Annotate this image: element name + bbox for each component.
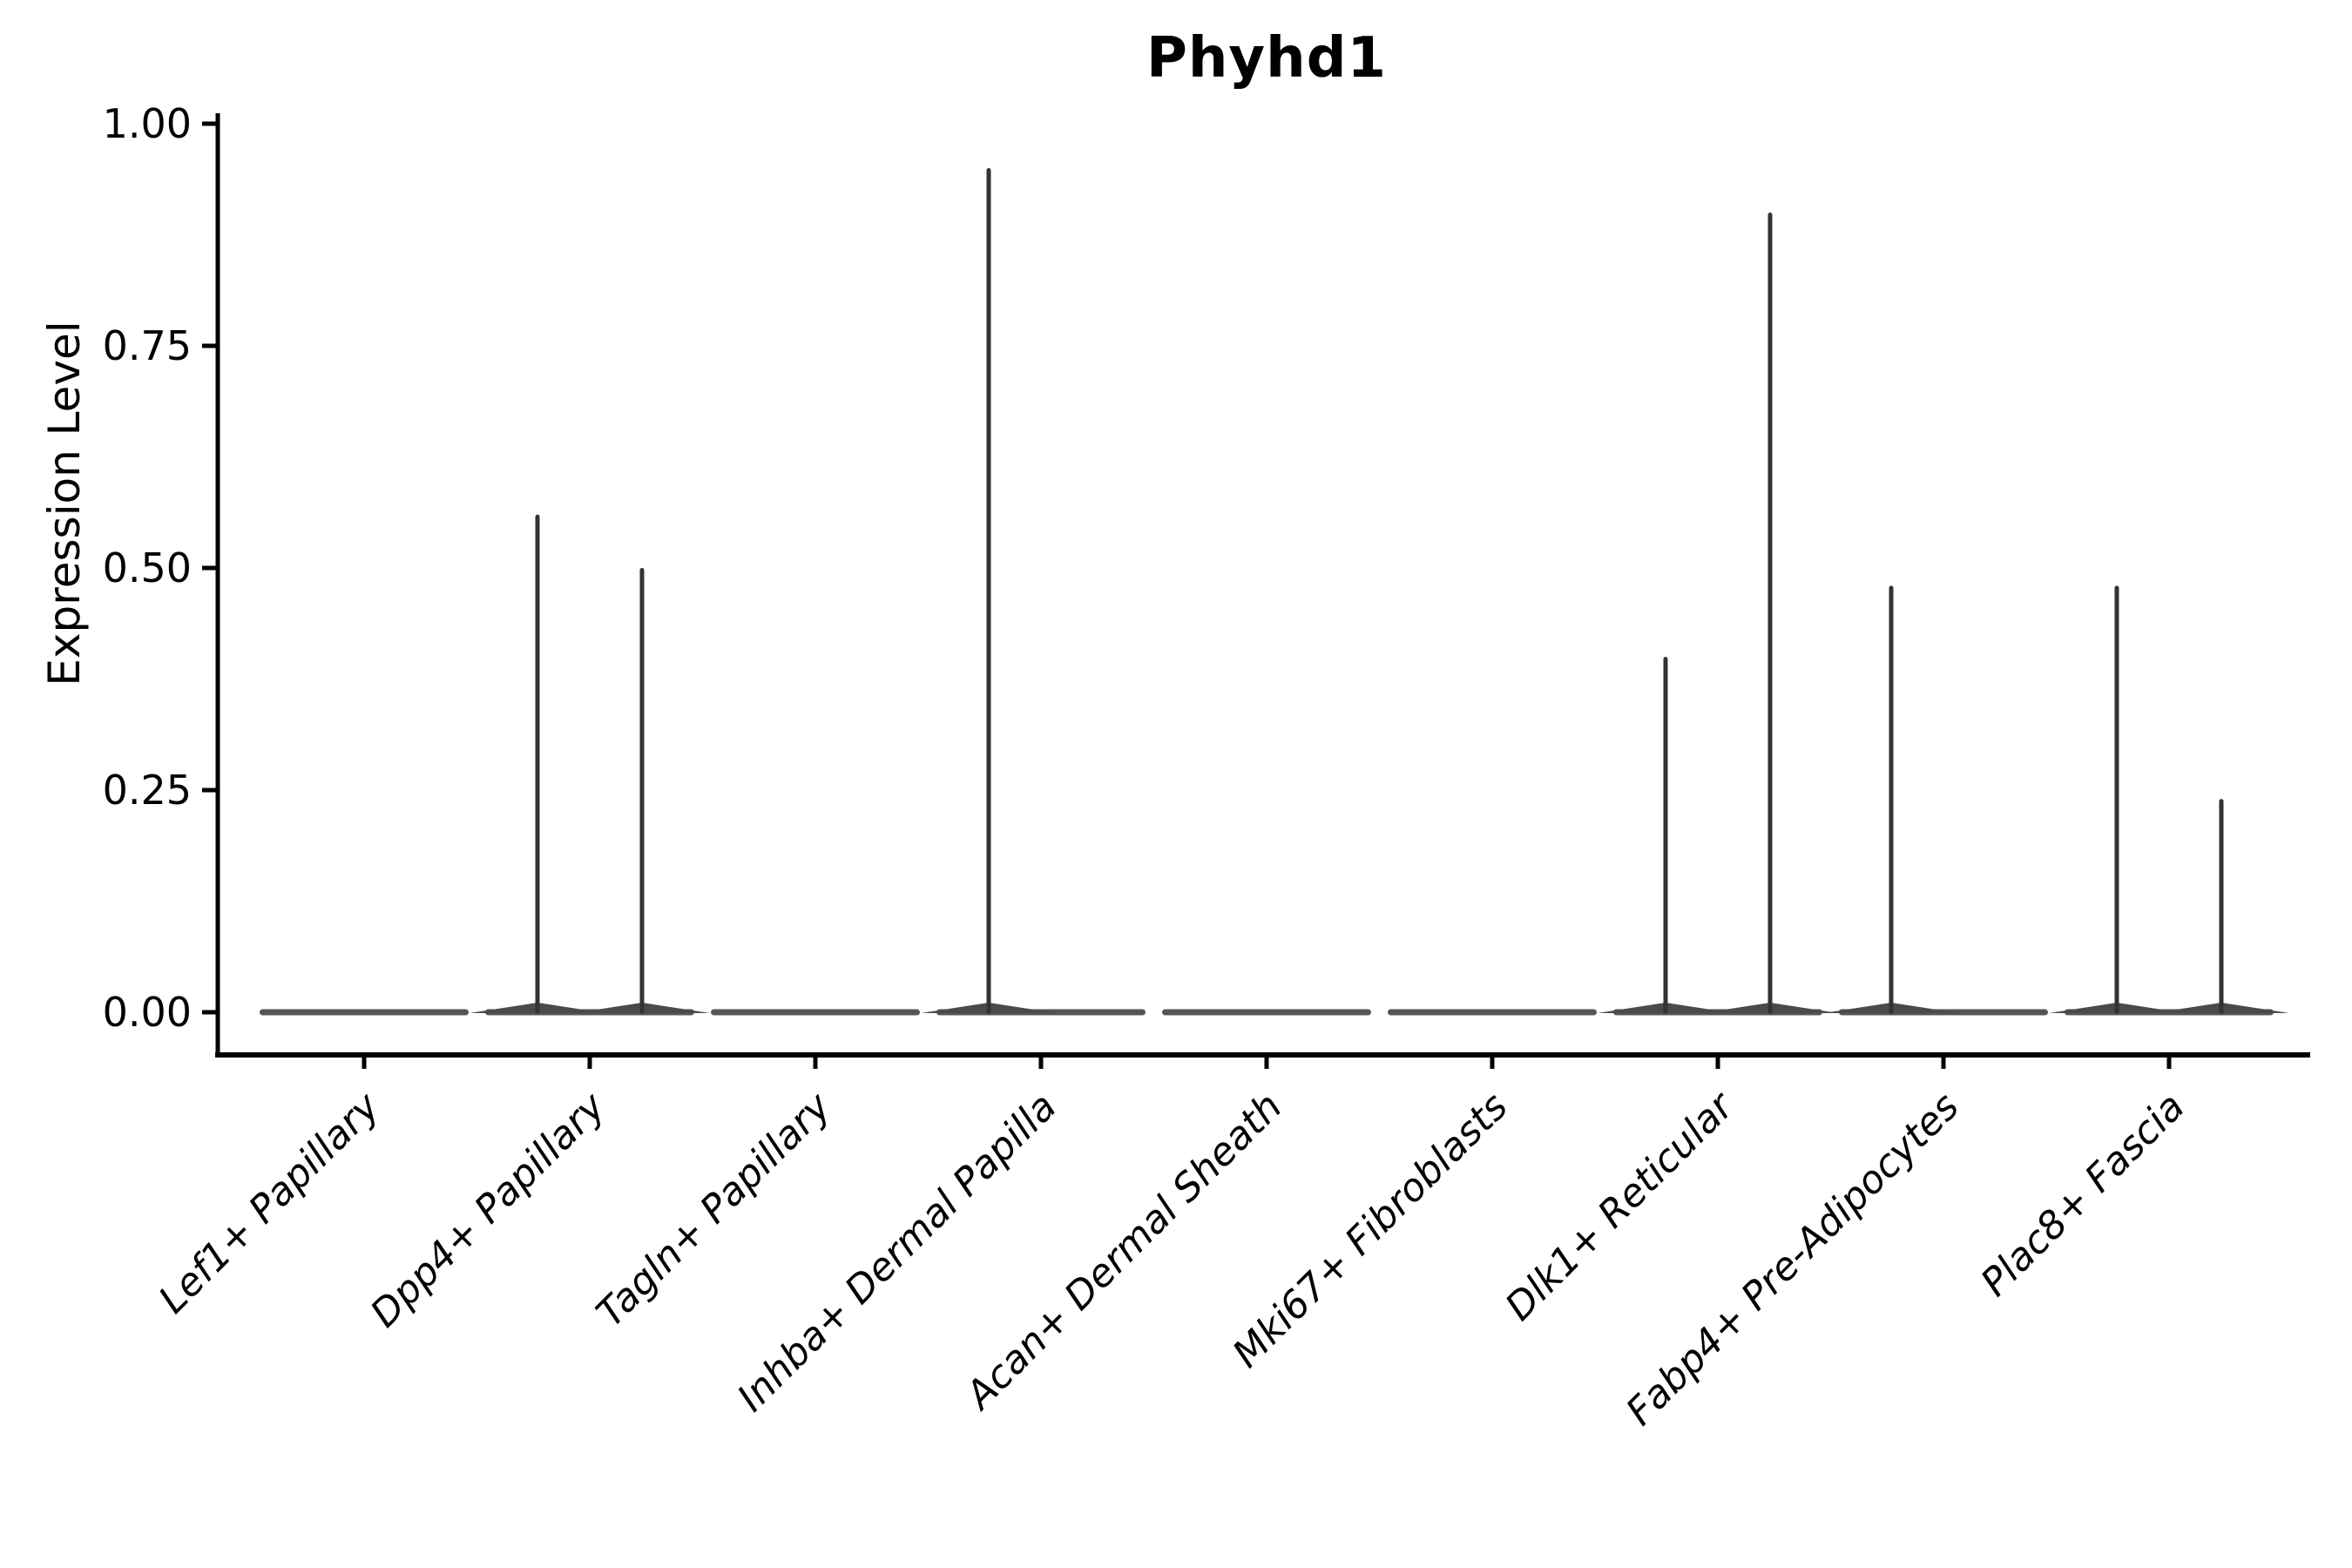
violin-spike [535, 514, 540, 1014]
violin-body [711, 1009, 920, 1016]
violin-body [260, 1009, 469, 1016]
violin-group [1598, 213, 1838, 1016]
y-tick-label: 1.00 [103, 100, 192, 147]
y-axis: 0.00 0.25 0.50 0.75 1.00 [103, 100, 220, 1058]
violin-group [260, 1009, 469, 1016]
violin-group [470, 514, 710, 1016]
y-tick-label: 0.75 [103, 322, 192, 369]
violin-group [711, 1009, 920, 1016]
violin-group [2049, 585, 2289, 1016]
x-tick-label: Dpp4+ Papillary [362, 1084, 615, 1336]
violin-body [1388, 1009, 1597, 1016]
y-tick-label: 0.50 [103, 544, 192, 591]
violin-spike [1767, 213, 1773, 1014]
violin-group [1388, 1009, 1597, 1016]
y-tick-label: 0.25 [103, 767, 192, 814]
chart-title: Phyhd1 [1146, 26, 1388, 91]
x-tick-label: Dlk1+ Reticular [1497, 1083, 1743, 1329]
violin-body [1162, 1009, 1371, 1016]
x-tick-label: Tagln+ Papillary [588, 1084, 840, 1335]
violin-spike [639, 568, 645, 1014]
violins [260, 168, 2289, 1016]
violin-spike [1663, 657, 1668, 1014]
violin-group [1162, 1009, 1371, 1016]
violin-spike [2114, 585, 2119, 1014]
y-tick-label: 0.00 [103, 989, 192, 1036]
violin-spike [986, 168, 991, 1014]
violin-group [1823, 585, 2048, 1016]
x-tick-label: Plac8+ Fascia [1972, 1085, 2193, 1305]
violin-spike [2219, 799, 2224, 1014]
violin-group [921, 168, 1146, 1016]
x-tick-label: Lef1+ Papillary [151, 1084, 389, 1322]
violin-spike [1889, 585, 1894, 1014]
